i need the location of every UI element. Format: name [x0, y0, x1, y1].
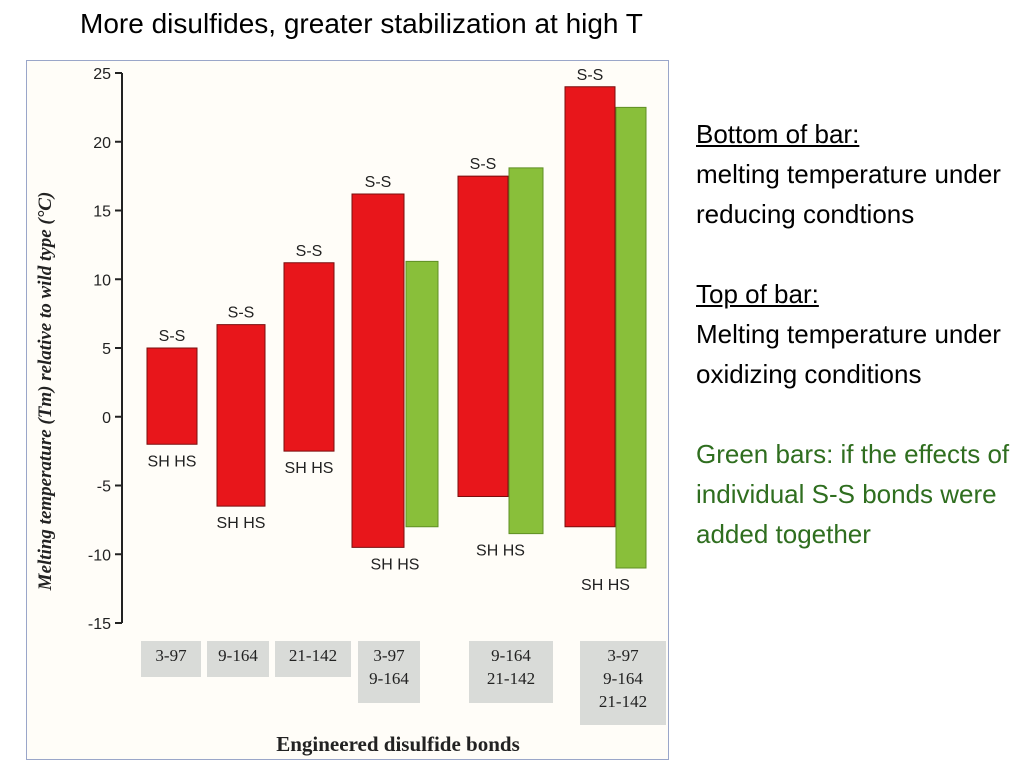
bar-top-label: S-S	[296, 243, 323, 260]
y-tick-label: -10	[88, 547, 111, 564]
category-label: 3-97	[373, 646, 405, 665]
top-of-bar-heading: Top of bar:	[696, 279, 819, 309]
category-label: 21-142	[487, 669, 535, 688]
disulfide-tm-chart: Melting temperature (Tm) relative to wil…	[35, 66, 666, 756]
category-label: 21-142	[599, 692, 647, 711]
slide-title: More disulfides, greater stabilization a…	[80, 8, 643, 39]
category-box	[141, 641, 201, 677]
category-box	[275, 641, 351, 677]
bar-top-label: S-S	[159, 328, 186, 345]
top-of-bar-text: Melting temperature under oxidizing cond…	[696, 319, 1001, 389]
notes-panel: Bottom of bar: melting temperature under…	[696, 114, 1016, 594]
y-tick-label: 25	[93, 66, 111, 83]
bar-bottom-label: SH HS	[581, 577, 630, 594]
category-box	[358, 641, 420, 703]
measured-bar	[216, 324, 266, 507]
category-label: 3-97	[155, 646, 187, 665]
category-label: 9-164	[603, 669, 643, 688]
green-bars-note: Green bars: if the effects of individual…	[696, 439, 1010, 549]
category-label: 3-97	[607, 646, 639, 665]
y-tick-label: -5	[97, 479, 111, 496]
additive-bar	[405, 260, 439, 528]
measured-bar	[457, 175, 509, 497]
bar-top-label: S-S	[228, 305, 255, 322]
category-box	[580, 641, 666, 725]
additive-bar	[508, 167, 544, 535]
y-tick-label: 10	[93, 272, 111, 289]
y-tick-label: -15	[88, 616, 111, 633]
category-label: 9-164	[369, 669, 409, 688]
measured-bar	[146, 347, 198, 445]
category-box	[469, 641, 553, 703]
chart-frame: Melting temperature (Tm) relative to wil…	[26, 60, 669, 760]
bottom-of-bar-text: melting temperature under reducing condt…	[696, 159, 1001, 229]
bar-bottom-label: SH HS	[371, 556, 420, 573]
bar-bottom-label: SH HS	[285, 460, 334, 477]
bar-top-label: S-S	[365, 174, 392, 191]
bar-top-label: S-S	[470, 156, 497, 173]
y-tick-label: 5	[102, 341, 111, 358]
category-label: 21-142	[289, 646, 337, 665]
y-tick-label: 0	[102, 410, 111, 427]
y-tick-label: 15	[93, 204, 111, 221]
bar-bottom-label: SH HS	[476, 543, 525, 560]
measured-bar	[564, 86, 616, 528]
bar-top-label: S-S	[577, 67, 604, 84]
bar-bottom-label: SH HS	[148, 453, 197, 470]
measured-bar	[351, 193, 405, 548]
y-axis-label: Melting temperature (Tm) relative to wil…	[35, 192, 56, 592]
category-label: 9-164	[491, 646, 531, 665]
x-axis-label: Engineered disulfide bonds	[276, 732, 520, 756]
measured-bar	[283, 262, 335, 452]
bar-bottom-label: SH HS	[217, 515, 266, 532]
bottom-of-bar-heading: Bottom of bar:	[696, 119, 860, 149]
additive-bar	[615, 106, 647, 569]
category-box	[207, 641, 269, 677]
y-tick-label: 20	[93, 135, 111, 152]
category-label: 9-164	[218, 646, 258, 665]
